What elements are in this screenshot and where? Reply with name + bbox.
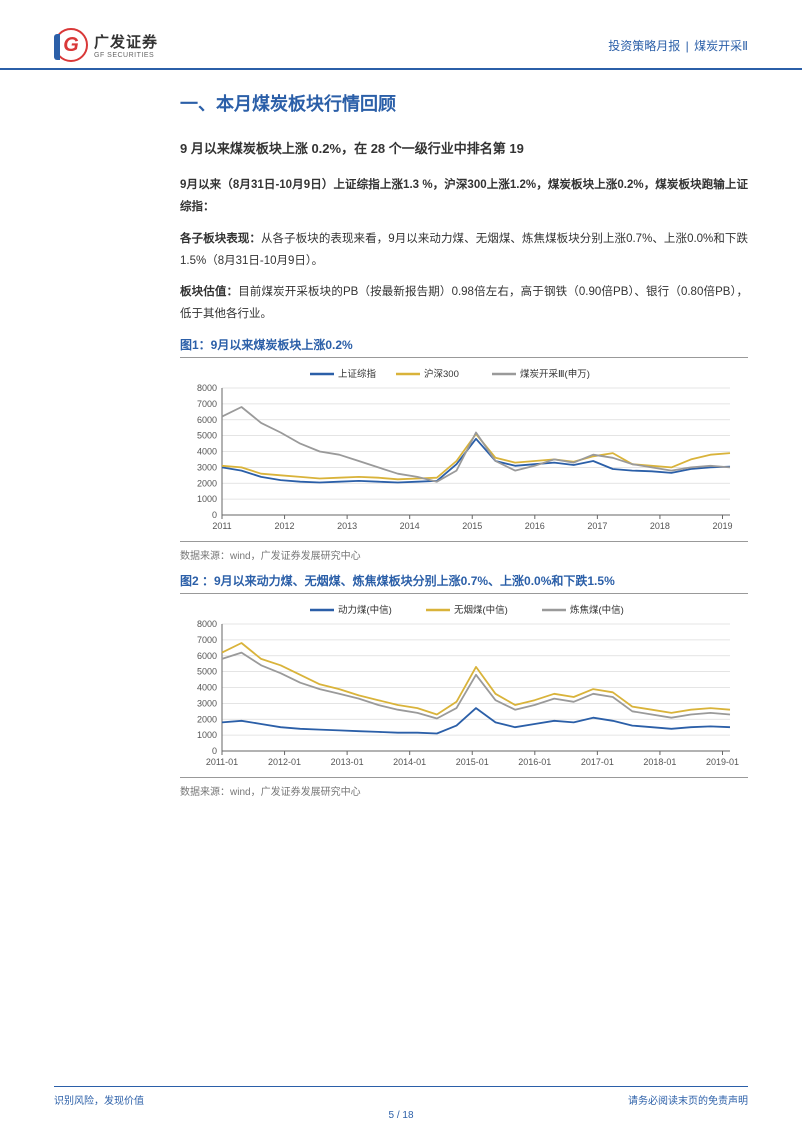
svg-text:2019: 2019: [712, 521, 732, 531]
divider-icon: |: [686, 39, 689, 53]
page-current: 5: [388, 1110, 394, 1121]
svg-text:2016-01: 2016-01: [518, 757, 551, 767]
svg-text:3000: 3000: [197, 462, 217, 472]
svg-text:2011: 2011: [212, 521, 231, 531]
footer-left: 识别风险，发现价值: [54, 1092, 144, 1107]
svg-text:沪深300: 沪深300: [424, 368, 459, 380]
para2-label: 各子板块表现：: [180, 233, 261, 245]
para3-label: 板块估值：: [180, 286, 238, 298]
para2-text: 从各子板块的表现来看，9月以来动力煤、无烟煤、炼焦煤板块分别上涨0.7%、上涨0…: [180, 233, 748, 267]
svg-text:煤炭开采Ⅲ(申万): 煤炭开采Ⅲ(申万): [520, 368, 590, 380]
figure-2-title: 图2 ：9月以来动力煤、无烟煤、炼焦煤板块分别上涨0.7%、上涨0.0%和下跌1…: [180, 572, 748, 594]
svg-text:1000: 1000: [197, 494, 217, 504]
figure-1-chart: 上证综指 沪深300 煤炭开采Ⅲ(申万) 0 1000 2000 3000 4000 5000 6…: [180, 364, 740, 539]
footer-right: 请务必阅读末页的免责声明: [628, 1092, 748, 1107]
section-title: 一、本月煤炭板块行情回顾: [180, 90, 748, 116]
logo-icon: G: [54, 28, 88, 62]
breadcrumb-b: 煤炭开采Ⅱ: [694, 39, 748, 53]
svg-text:2012: 2012: [275, 521, 295, 531]
figure-1: 图1：9月以来煤炭板块上涨0.2% 上证综指 沪深300 煤炭开采Ⅲ(申万) 0 100…: [180, 336, 748, 562]
svg-text:2015: 2015: [462, 521, 482, 531]
figure-1-source: 数据来源：wind，广发证券发展研究中心: [180, 541, 748, 562]
svg-text:7000: 7000: [197, 635, 217, 645]
page-footer: 识别风险，发现价值 请务必阅读末页的免责声明: [0, 1092, 802, 1107]
logo-text-cn: 广发证券: [94, 31, 158, 52]
svg-text:上证综指: 上证综指: [338, 368, 377, 380]
svg-text:4000: 4000: [197, 447, 217, 457]
svg-text:8000: 8000: [197, 619, 217, 629]
svg-text:2015-01: 2015-01: [456, 757, 489, 767]
paragraph-1: 9月以来（8月31日-10月9日）上证综指上涨1.3 %，沪深300上涨1.2%…: [180, 175, 748, 219]
svg-text:2011-01: 2011-01: [206, 757, 238, 767]
svg-text:2012-01: 2012-01: [268, 757, 301, 767]
svg-text:4000: 4000: [197, 683, 217, 693]
page-number: 5 / 18: [0, 1110, 802, 1121]
svg-text:2018-01: 2018-01: [643, 757, 676, 767]
svg-text:0: 0: [212, 746, 217, 756]
figure-2: 图2 ：9月以来动力煤、无烟煤、炼焦煤板块分别上涨0.7%、上涨0.0%和下跌1…: [180, 572, 748, 798]
logo: G 广发证券 GF SECURITIES: [54, 28, 158, 62]
svg-text:2019-01: 2019-01: [706, 757, 739, 767]
page-header: G 广发证券 GF SECURITIES 投资策略月报 | 煤炭开采Ⅱ: [0, 0, 802, 70]
footer-rule: [54, 1086, 748, 1088]
main-content: 一、本月煤炭板块行情回顾 9 月以来煤炭板块上涨 0.2%，在 28 个一级行业…: [0, 70, 802, 798]
svg-text:动力煤(中信): 动力煤(中信): [338, 604, 392, 616]
svg-text:0: 0: [212, 510, 217, 520]
logo-text-en: GF SECURITIES: [94, 52, 158, 59]
figure-2-source: 数据来源：wind，广发证券发展研究中心: [180, 777, 748, 798]
figure-1-title: 图1：9月以来煤炭板块上涨0.2%: [180, 336, 748, 358]
page-total: 18: [402, 1110, 413, 1121]
header-breadcrumb: 投资策略月报 | 煤炭开采Ⅱ: [608, 37, 748, 54]
svg-text:8000: 8000: [197, 383, 217, 393]
para3-text: 目前煤炭开采板块的PB（按最新报告期）0.98倍左右，高于钢铁（0.90倍PB）…: [180, 286, 748, 320]
svg-text:2017: 2017: [587, 521, 607, 531]
svg-text:无烟煤(中信): 无烟煤(中信): [454, 604, 508, 616]
paragraph-3: 板块估值：目前煤炭开采板块的PB（按最新报告期）0.98倍左右，高于钢铁（0.9…: [180, 282, 748, 326]
svg-text:炼焦煤(中信): 炼焦煤(中信): [570, 604, 624, 616]
para1-bold: 9月以来（8月31日-10月9日）上证综指上涨1.3 %，沪深300上涨1.2%…: [180, 179, 748, 213]
svg-text:1000: 1000: [197, 730, 217, 740]
paragraph-2: 各子板块表现：从各子板块的表现来看，9月以来动力煤、无烟煤、炼焦煤板块分别上涨0…: [180, 229, 748, 273]
svg-text:2014: 2014: [400, 521, 420, 531]
svg-text:2014-01: 2014-01: [393, 757, 426, 767]
svg-text:2017-01: 2017-01: [581, 757, 614, 767]
svg-text:6000: 6000: [197, 415, 217, 425]
svg-text:5000: 5000: [197, 431, 217, 441]
svg-text:5000: 5000: [197, 667, 217, 677]
svg-text:2018: 2018: [650, 521, 670, 531]
svg-text:2000: 2000: [197, 714, 217, 724]
svg-text:3000: 3000: [197, 698, 217, 708]
svg-text:7000: 7000: [197, 399, 217, 409]
breadcrumb-a: 投资策略月报: [608, 39, 680, 53]
svg-text:2000: 2000: [197, 478, 217, 488]
figure-2-chart: 动力煤(中信) 无烟煤(中信) 炼焦煤(中信) 0 1000 2000 3000 4000 50…: [180, 600, 740, 775]
subsection-title: 9 月以来煤炭板块上涨 0.2%，在 28 个一级行业中排名第 19: [180, 138, 748, 157]
svg-text:2013: 2013: [337, 521, 357, 531]
svg-text:2016: 2016: [525, 521, 545, 531]
svg-text:6000: 6000: [197, 651, 217, 661]
svg-text:2013-01: 2013-01: [331, 757, 364, 767]
